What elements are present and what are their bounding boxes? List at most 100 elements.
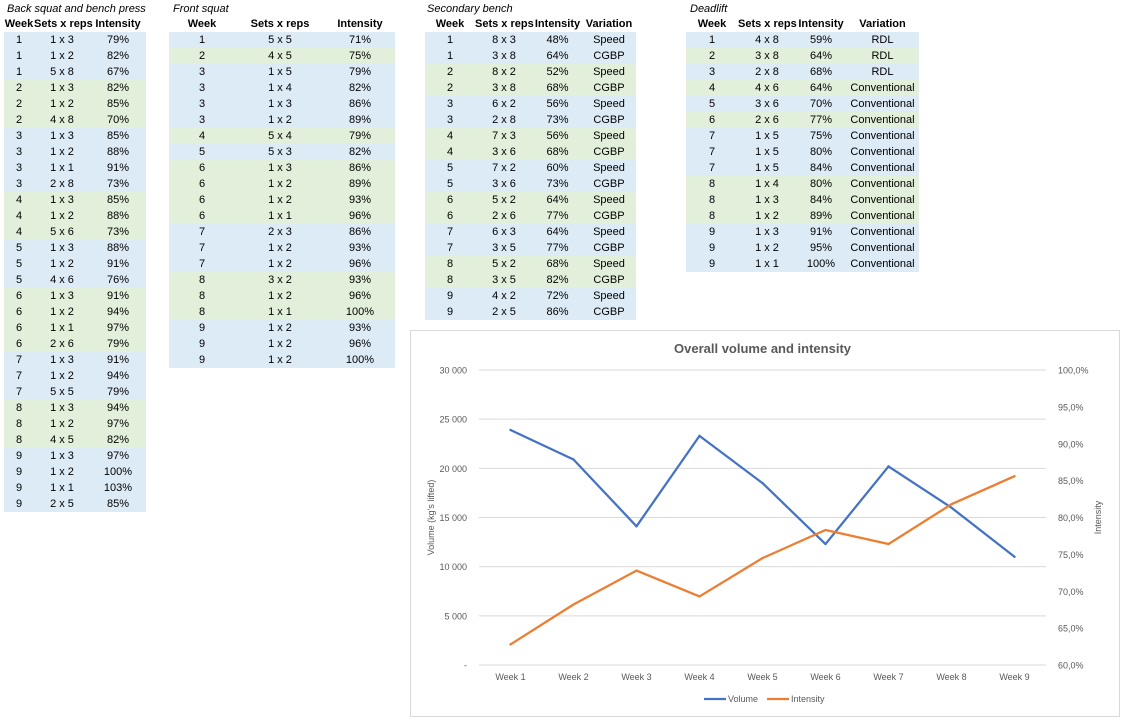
table-cell[interactable]: 5 bbox=[4, 256, 34, 272]
table-cell[interactable]: 1 x 5 bbox=[235, 64, 325, 80]
table-cell[interactable]: CGBP bbox=[582, 48, 636, 64]
table-cell[interactable]: 2 x 8 bbox=[34, 176, 90, 192]
table-cell[interactable]: 8 bbox=[169, 288, 235, 304]
table-cell[interactable]: 86% bbox=[325, 160, 395, 176]
table-cell[interactable]: 4 bbox=[425, 128, 475, 144]
table-cell[interactable]: 73% bbox=[90, 224, 146, 240]
table-cell[interactable]: 3 x 8 bbox=[738, 48, 796, 64]
table-cell[interactable]: 6 bbox=[686, 112, 738, 128]
table-cell[interactable]: Speed bbox=[582, 128, 636, 144]
table-cell[interactable]: 3 x 5 bbox=[475, 240, 533, 256]
table-cell[interactable]: 3 bbox=[169, 80, 235, 96]
table-cell[interactable]: 9 bbox=[686, 256, 738, 272]
table-cell[interactable]: 6 bbox=[169, 208, 235, 224]
table-cell[interactable]: 8 bbox=[686, 208, 738, 224]
table-cell[interactable]: 3 bbox=[169, 96, 235, 112]
table-cell[interactable]: 5 x 2 bbox=[475, 192, 533, 208]
table-cell[interactable]: Conventional bbox=[846, 176, 919, 192]
table-cell[interactable]: 70% bbox=[796, 96, 846, 112]
table-cell[interactable]: 2 x 8 bbox=[738, 64, 796, 80]
table-cell[interactable]: 2 bbox=[4, 96, 34, 112]
table-cell[interactable]: 3 x 5 bbox=[475, 272, 533, 288]
table-cell[interactable]: 91% bbox=[90, 160, 146, 176]
table-cell[interactable]: 6 bbox=[4, 288, 34, 304]
table-cell[interactable]: 103% bbox=[90, 480, 146, 496]
table-cell[interactable]: 4 x 8 bbox=[738, 32, 796, 48]
table-cell[interactable]: 97% bbox=[90, 320, 146, 336]
table-cell[interactable]: 3 bbox=[169, 64, 235, 80]
table-cell[interactable]: 3 bbox=[425, 112, 475, 128]
table-cell[interactable]: 9 bbox=[169, 352, 235, 368]
table-cell[interactable]: 9 bbox=[686, 240, 738, 256]
table-cell[interactable]: 56% bbox=[533, 96, 582, 112]
table-cell[interactable]: 2 bbox=[425, 64, 475, 80]
table-cell[interactable]: 6 bbox=[4, 320, 34, 336]
table-cell[interactable]: 9 bbox=[425, 304, 475, 320]
table-cell[interactable]: 88% bbox=[90, 240, 146, 256]
table-cell[interactable]: 7 bbox=[169, 240, 235, 256]
table-cell[interactable]: 1 x 1 bbox=[738, 256, 796, 272]
table-cell[interactable]: 80% bbox=[796, 176, 846, 192]
table-cell[interactable]: 4 bbox=[4, 208, 34, 224]
table-cell[interactable]: 77% bbox=[533, 240, 582, 256]
table-cell[interactable]: 6 bbox=[169, 160, 235, 176]
table-cell[interactable]: 1 x 2 bbox=[34, 144, 90, 160]
table-cell[interactable]: 9 bbox=[425, 288, 475, 304]
table-cell[interactable]: 1 x 3 bbox=[34, 240, 90, 256]
table-cell[interactable]: 59% bbox=[796, 32, 846, 48]
table-cell[interactable]: 7 bbox=[4, 352, 34, 368]
table-cell[interactable]: 85% bbox=[90, 496, 146, 512]
table-cell[interactable]: 1 x 3 bbox=[34, 448, 90, 464]
table-cell[interactable]: 5 bbox=[4, 272, 34, 288]
table-cell[interactable]: RDL bbox=[846, 64, 919, 80]
table-cell[interactable]: 1 x 2 bbox=[34, 416, 90, 432]
table-cell[interactable]: 4 x 5 bbox=[34, 432, 90, 448]
table-cell[interactable]: 82% bbox=[90, 80, 146, 96]
table-cell[interactable]: 79% bbox=[90, 384, 146, 400]
chart-container[interactable]: Overall volume and intensity - 5 000 10 000… bbox=[410, 330, 1120, 717]
table-cell[interactable]: 80% bbox=[796, 144, 846, 160]
table-cell[interactable]: 88% bbox=[90, 144, 146, 160]
table-cell[interactable]: 2 bbox=[169, 48, 235, 64]
table-cell[interactable]: 85% bbox=[90, 192, 146, 208]
table-cell[interactable]: 94% bbox=[90, 368, 146, 384]
table-cell[interactable]: 5 x 4 bbox=[235, 128, 325, 144]
table-cell[interactable]: 6 bbox=[4, 336, 34, 352]
table-cell[interactable]: 1 x 4 bbox=[738, 176, 796, 192]
table-cell[interactable]: 1 x 1 bbox=[34, 480, 90, 496]
table-cell[interactable]: 73% bbox=[90, 176, 146, 192]
table-cell[interactable]: 82% bbox=[325, 144, 395, 160]
table-cell[interactable]: 1 x 3 bbox=[34, 192, 90, 208]
table-cell[interactable]: 1 bbox=[425, 32, 475, 48]
table-cell[interactable]: 6 bbox=[169, 192, 235, 208]
table-cell[interactable]: 64% bbox=[533, 224, 582, 240]
table-cell[interactable]: 1 x 2 bbox=[738, 208, 796, 224]
table-cell[interactable]: 75% bbox=[796, 128, 846, 144]
table-cell[interactable]: RDL bbox=[846, 48, 919, 64]
table-cell[interactable]: 86% bbox=[325, 224, 395, 240]
table-cell[interactable]: 3 bbox=[4, 176, 34, 192]
table-cell[interactable]: 3 bbox=[169, 112, 235, 128]
table-cell[interactable]: 7 x 2 bbox=[475, 160, 533, 176]
table-cell[interactable]: 9 bbox=[169, 336, 235, 352]
table-cell[interactable]: 95% bbox=[796, 240, 846, 256]
table-cell[interactable]: 88% bbox=[90, 208, 146, 224]
table-cell[interactable]: 1 x 2 bbox=[235, 112, 325, 128]
table-cell[interactable]: CGBP bbox=[582, 112, 636, 128]
table-cell[interactable]: 1 bbox=[169, 32, 235, 48]
table-cell[interactable]: 64% bbox=[796, 48, 846, 64]
table-cell[interactable]: 1 bbox=[686, 32, 738, 48]
table-cell[interactable]: 79% bbox=[90, 32, 146, 48]
table-cell[interactable]: 76% bbox=[90, 272, 146, 288]
table-cell[interactable]: 8 bbox=[4, 416, 34, 432]
table-cell[interactable]: 5 x 6 bbox=[34, 224, 90, 240]
table-cell[interactable]: 2 bbox=[4, 80, 34, 96]
table-cell[interactable]: 1 x 2 bbox=[34, 208, 90, 224]
table-cell[interactable]: 4 bbox=[4, 192, 34, 208]
table-cell[interactable]: 1 x 3 bbox=[34, 288, 90, 304]
table-cell[interactable]: 73% bbox=[533, 176, 582, 192]
table-cell[interactable]: 93% bbox=[325, 240, 395, 256]
table-cell[interactable]: 6 x 3 bbox=[475, 224, 533, 240]
table-cell[interactable]: 4 x 6 bbox=[34, 272, 90, 288]
table-cell[interactable]: 1 x 3 bbox=[738, 192, 796, 208]
